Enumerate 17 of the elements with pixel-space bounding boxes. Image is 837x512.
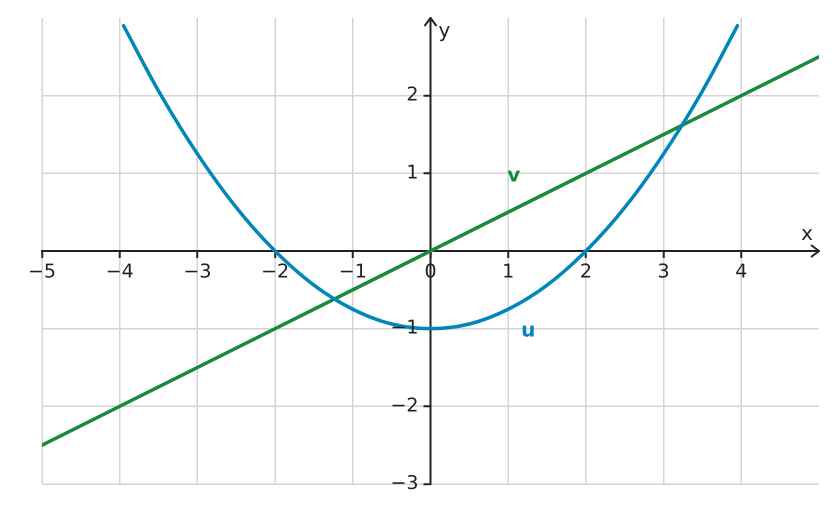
x-tick-label: 1 [502,260,514,282]
y-tick-label: −3 [390,472,418,494]
x-tick-label: −1 [338,260,367,282]
series-label: u [521,317,536,342]
x-tick-label: 4 [735,260,748,282]
y-axis-title: y [438,18,450,42]
x-axis-title: x [801,221,814,246]
y-tick-label: 2 [406,84,418,106]
x-tick-label: 3 [658,260,670,282]
x-tick-label: −5 [28,260,56,282]
x-tick-label: −3 [183,260,212,282]
y-tick-label: 1 [406,161,418,184]
x-tick-label: −4 [106,260,134,282]
y-tick-label: −2 [390,394,418,416]
x-tick-label: 2 [580,260,592,282]
series-label: v [507,162,520,187]
x-tick-label: −2 [261,260,290,282]
